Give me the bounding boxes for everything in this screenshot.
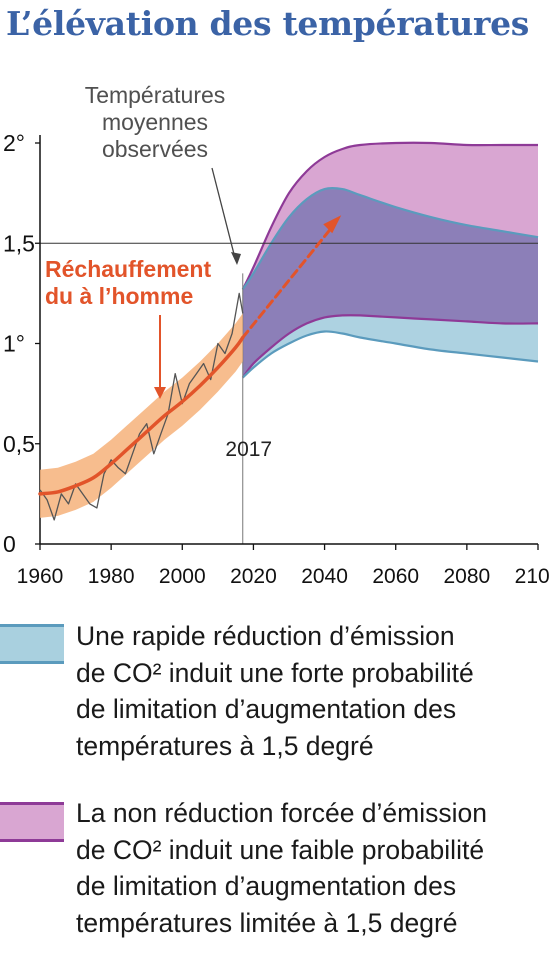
legend-text-line: de limitation d’augmentation des bbox=[76, 694, 457, 724]
overlap-band bbox=[242, 189, 539, 378]
legend-text-high: La non réduction forcée d’émission de CO²… bbox=[76, 795, 546, 941]
marker-2017-label: 2017 bbox=[225, 438, 272, 461]
x-tick-label: 2080 bbox=[443, 565, 490, 588]
x-tick-label: 2020 bbox=[230, 565, 277, 588]
projection-dashed-line bbox=[241, 221, 337, 339]
observed-pointer-line bbox=[211, 167, 236, 259]
x-tick-label: 2060 bbox=[372, 565, 419, 588]
legend-text-line: Une rapide réduction d’émission bbox=[76, 621, 455, 651]
low-scenario-lower-line bbox=[242, 330, 539, 379]
legend-text-line: de CO² induit une forte probabilité bbox=[76, 657, 474, 688]
human-warming-line bbox=[38, 335, 245, 496]
legend-item-low: Une rapide réduction d’émission de CO² in… bbox=[0, 618, 550, 778]
legend-item-high: La non réduction forcée d’émission de CO²… bbox=[0, 795, 550, 955]
legend-text-line: de CO² induit une faible probabilité bbox=[76, 834, 485, 865]
annotation-human-line: du à l’homme bbox=[45, 283, 193, 309]
human-pointer-arrow bbox=[154, 387, 166, 399]
x-tick-label: 2000 bbox=[159, 565, 206, 588]
high-scenario-lower-line bbox=[241, 314, 539, 379]
y-tick-label: 0 bbox=[3, 531, 16, 557]
historical-series bbox=[38, 215, 342, 521]
projection-arrow-head bbox=[323, 215, 342, 234]
x-tick-label: 1960 bbox=[17, 565, 64, 588]
annotation-human-line: Réchauffement bbox=[45, 256, 211, 282]
legend-swatch-high bbox=[0, 802, 64, 842]
y-tick-label: 1° bbox=[3, 331, 25, 357]
chart-title: L’élévation des températures bbox=[6, 4, 530, 43]
annotation-observed-line: observées bbox=[102, 136, 208, 162]
high-scenario-upper-line bbox=[241, 141, 538, 290]
y-tick-label: 2° bbox=[3, 130, 25, 156]
annotation-observed-line: moyennes bbox=[102, 109, 208, 135]
legend-text-line: températures à 1,5 degré bbox=[76, 730, 374, 761]
y-axis-ticks: 0 0,5 1° 1,5 2° bbox=[3, 130, 40, 557]
x-tick-label: 1980 bbox=[88, 565, 135, 588]
legend-text-line: La non réduction forcée d’émission bbox=[76, 798, 487, 828]
legend-text-low: Une rapide réduction d’émission de CO² in… bbox=[76, 618, 546, 764]
legend-swatch-low bbox=[0, 624, 64, 664]
x-tick-label: 2040 bbox=[301, 565, 348, 588]
legend-text-line: températures limitée à 1,5 degré bbox=[76, 907, 458, 938]
annotation-observed-line: Températures bbox=[85, 82, 226, 108]
y-tick-label: 1,5 bbox=[3, 230, 35, 256]
legend-text-line: de limitation d’augmentation des bbox=[76, 871, 457, 901]
observed-pointer-arrow bbox=[231, 252, 241, 265]
y-tick-label: 0,5 bbox=[3, 431, 35, 457]
scenario-bands bbox=[241, 141, 539, 379]
human-warming-band bbox=[40, 313, 243, 518]
